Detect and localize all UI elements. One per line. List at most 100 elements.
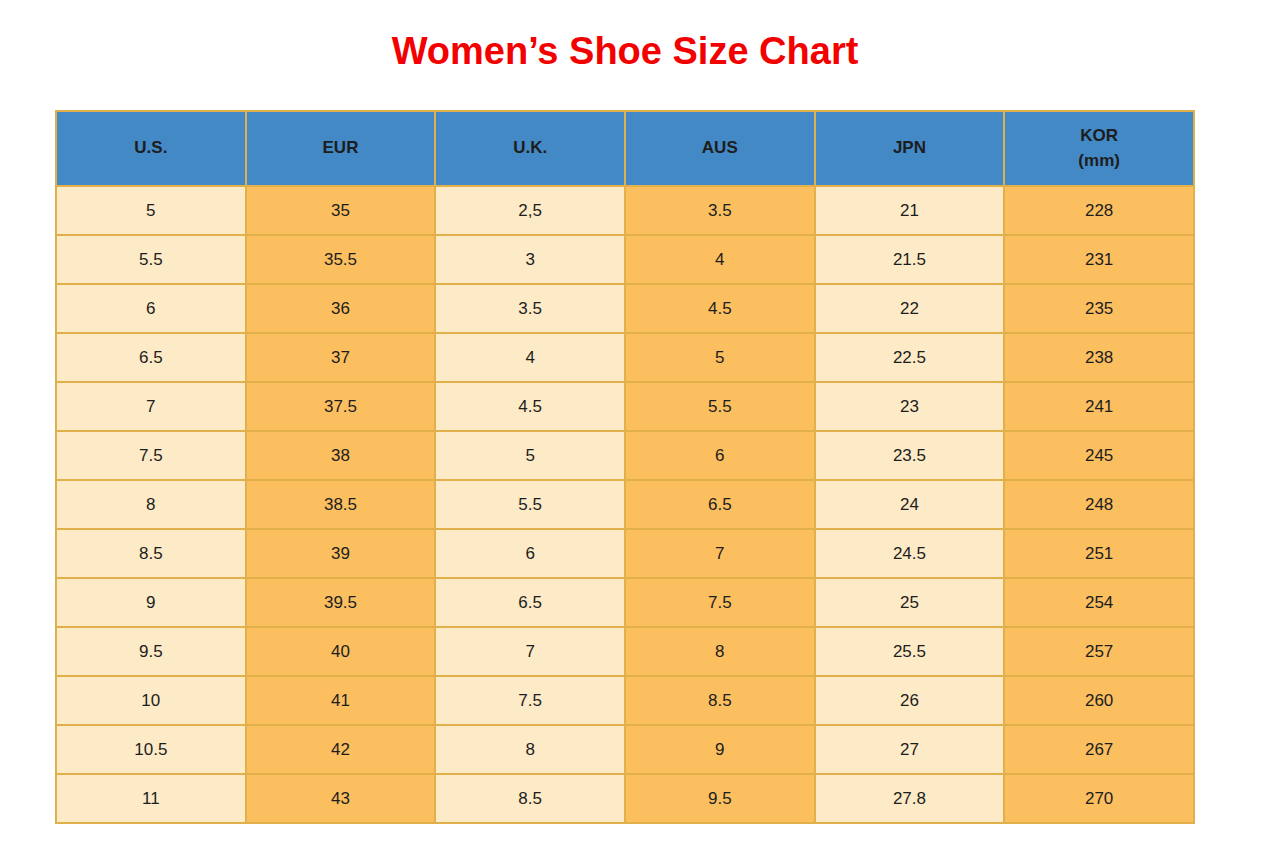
cell-aus: 4.5: [625, 284, 815, 333]
size-chart-table: U.S.EURU.K.AUSJPNKOR(mm) 5352,53.5212285…: [55, 110, 1195, 824]
cell-us: 11: [56, 774, 246, 823]
cell-eur: 38: [246, 431, 436, 480]
column-header-us: U.S.: [56, 111, 246, 186]
cell-uk: 4.5: [435, 382, 625, 431]
cell-us: 9: [56, 578, 246, 627]
cell-us: 9.5: [56, 627, 246, 676]
cell-uk: 6: [435, 529, 625, 578]
cell-us: 7.5: [56, 431, 246, 480]
cell-uk: 5.5: [435, 480, 625, 529]
cell-eur: 40: [246, 627, 436, 676]
cell-aus: 9.5: [625, 774, 815, 823]
cell-kor: 235: [1004, 284, 1194, 333]
cell-jpn: 23.5: [815, 431, 1005, 480]
table-row: 737.54.55.523241: [56, 382, 1194, 431]
cell-jpn: 26: [815, 676, 1005, 725]
cell-aus: 6.5: [625, 480, 815, 529]
cell-aus: 5: [625, 333, 815, 382]
cell-us: 8: [56, 480, 246, 529]
cell-aus: 8: [625, 627, 815, 676]
cell-eur: 39: [246, 529, 436, 578]
cell-eur: 37: [246, 333, 436, 382]
cell-jpn: 22.5: [815, 333, 1005, 382]
cell-jpn: 27: [815, 725, 1005, 774]
cell-eur: 37.5: [246, 382, 436, 431]
cell-us: 8.5: [56, 529, 246, 578]
cell-aus: 8.5: [625, 676, 815, 725]
cell-uk: 7: [435, 627, 625, 676]
cell-uk: 6.5: [435, 578, 625, 627]
cell-jpn: 24.5: [815, 529, 1005, 578]
cell-uk: 7.5: [435, 676, 625, 725]
cell-jpn: 24: [815, 480, 1005, 529]
cell-kor: 228: [1004, 186, 1194, 235]
cell-aus: 9: [625, 725, 815, 774]
table-row: 939.56.57.525254: [56, 578, 1194, 627]
cell-eur: 41: [246, 676, 436, 725]
cell-kor: 257: [1004, 627, 1194, 676]
cell-jpn: 21.5: [815, 235, 1005, 284]
table-row: 5352,53.521228: [56, 186, 1194, 235]
cell-aus: 4: [625, 235, 815, 284]
cell-us: 10: [56, 676, 246, 725]
cell-kor: 267: [1004, 725, 1194, 774]
table-row: 5.535.53421.5231: [56, 235, 1194, 284]
cell-kor: 231: [1004, 235, 1194, 284]
cell-us: 6.5: [56, 333, 246, 382]
table-row: 6.5374522.5238: [56, 333, 1194, 382]
cell-kor: 248: [1004, 480, 1194, 529]
cell-kor: 254: [1004, 578, 1194, 627]
cell-eur: 43: [246, 774, 436, 823]
cell-eur: 38.5: [246, 480, 436, 529]
cell-jpn: 25.5: [815, 627, 1005, 676]
table-header: U.S.EURU.K.AUSJPNKOR(mm): [56, 111, 1194, 186]
cell-eur: 35: [246, 186, 436, 235]
cell-uk: 8.5: [435, 774, 625, 823]
cell-uk: 8: [435, 725, 625, 774]
cell-aus: 3.5: [625, 186, 815, 235]
table-row: 9.5407825.5257: [56, 627, 1194, 676]
cell-us: 6: [56, 284, 246, 333]
cell-aus: 7: [625, 529, 815, 578]
table-row: 7.5385623.5245: [56, 431, 1194, 480]
cell-eur: 35.5: [246, 235, 436, 284]
cell-uk: 3: [435, 235, 625, 284]
cell-uk: 4: [435, 333, 625, 382]
column-header-label: U.S.: [57, 136, 245, 161]
table-row: 8.5396724.5251: [56, 529, 1194, 578]
cell-eur: 42: [246, 725, 436, 774]
page-title: Women’s Shoe Size Chart: [55, 30, 1195, 73]
cell-jpn: 21: [815, 186, 1005, 235]
page: Women’s Shoe Size Chart U.S.EURU.K.AUSJP…: [0, 0, 1266, 841]
column-header-label: JPN: [816, 136, 1004, 161]
cell-kor: 245: [1004, 431, 1194, 480]
cell-kor: 241: [1004, 382, 1194, 431]
cell-aus: 5.5: [625, 382, 815, 431]
cell-us: 10.5: [56, 725, 246, 774]
column-header-kor: KOR(mm): [1004, 111, 1194, 186]
cell-eur: 39.5: [246, 578, 436, 627]
cell-jpn: 25: [815, 578, 1005, 627]
column-header-eur: EUR: [246, 111, 436, 186]
cell-jpn: 23: [815, 382, 1005, 431]
cell-kor: 270: [1004, 774, 1194, 823]
column-header-label: KOR: [1005, 124, 1193, 149]
cell-us: 5: [56, 186, 246, 235]
cell-uk: 5: [435, 431, 625, 480]
table-row: 10.5428927267: [56, 725, 1194, 774]
table-row: 838.55.56.524248: [56, 480, 1194, 529]
cell-jpn: 27.8: [815, 774, 1005, 823]
cell-us: 5.5: [56, 235, 246, 284]
header-row: U.S.EURU.K.AUSJPNKOR(mm): [56, 111, 1194, 186]
cell-aus: 6: [625, 431, 815, 480]
column-header-jpn: JPN: [815, 111, 1005, 186]
cell-kor: 260: [1004, 676, 1194, 725]
cell-kor: 238: [1004, 333, 1194, 382]
cell-uk: 3.5: [435, 284, 625, 333]
column-header-aus: AUS: [625, 111, 815, 186]
table-row: 11438.59.527.8270: [56, 774, 1194, 823]
column-header-label: AUS: [626, 136, 814, 161]
cell-aus: 7.5: [625, 578, 815, 627]
cell-jpn: 22: [815, 284, 1005, 333]
table-row: 6363.54.522235: [56, 284, 1194, 333]
